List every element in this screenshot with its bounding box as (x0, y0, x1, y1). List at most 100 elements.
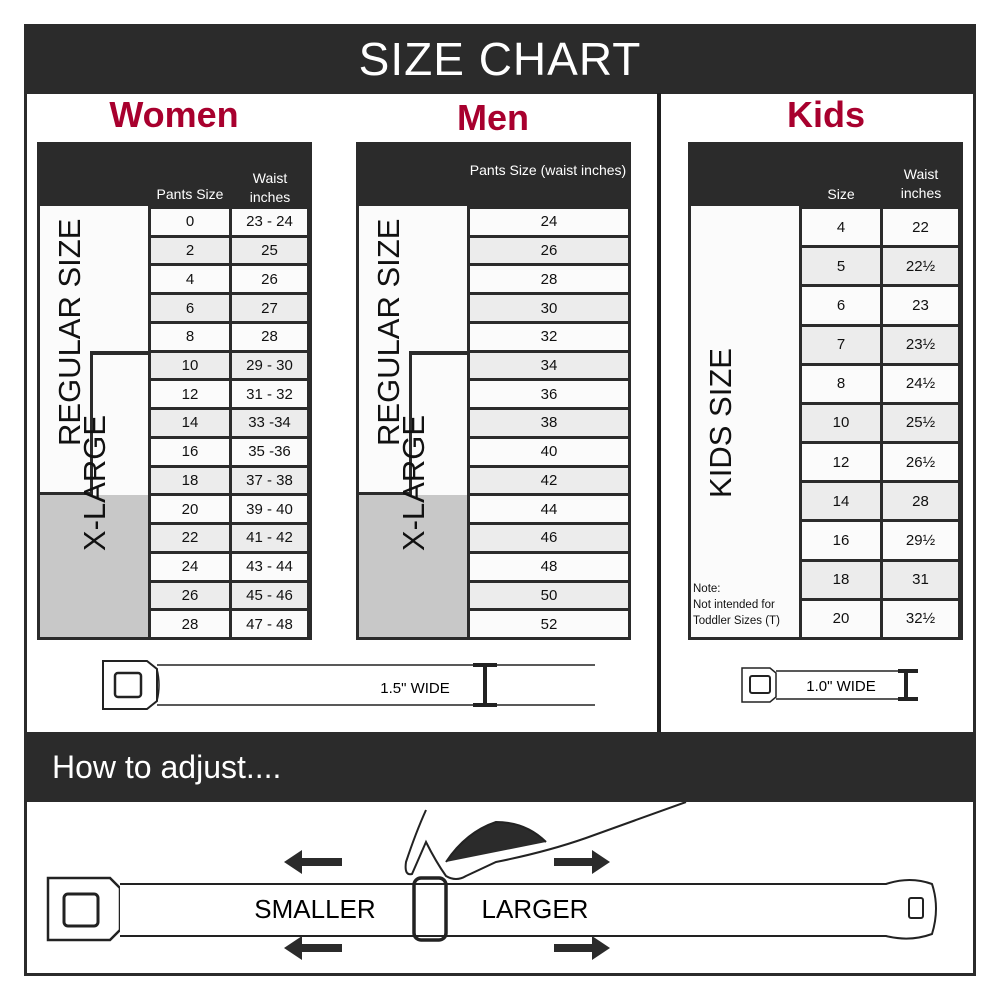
kids-row-cell: 14 (799, 480, 883, 523)
women-col-waist: Waist inches (249, 170, 291, 205)
kids-row-cell: 32½ (880, 597, 961, 640)
belt-1-0-width-label: 1.0" WIDE (806, 678, 876, 695)
women-col-pants-size: Pants Size (156, 186, 224, 202)
arrow-right-icon (554, 936, 610, 960)
belt-1-0-inch-illustration (741, 667, 918, 703)
women-row-cell: 37 - 38 (229, 464, 310, 497)
kids-row-cell: 7 (799, 323, 883, 366)
women-row-cell: 14 (148, 407, 232, 439)
kids-row-cell: 31 (880, 558, 961, 601)
width-indicator-icon (473, 663, 497, 707)
men-row-cell: 40 (467, 435, 631, 468)
men-row-cell: 44 (467, 493, 631, 526)
kids-row-cell: 18 (799, 558, 883, 601)
larger-label: LARGER (481, 894, 589, 924)
arrow-left-icon (284, 850, 342, 874)
women-row-cell: 18 (148, 464, 232, 497)
arrow-left-icon (284, 936, 342, 960)
women-row-cell: 45 - 46 (229, 579, 310, 612)
kids-row-cell: 22 (880, 206, 961, 249)
women-row-cell: 23 - 24 (229, 206, 310, 238)
women-row-cell: 10 (148, 349, 232, 382)
women-row-cell: 12 (148, 378, 232, 411)
how-to-adjust-heading: How to adjust.... (24, 732, 976, 802)
women-row-cell: 16 (148, 435, 232, 468)
men-title: Men (457, 97, 529, 138)
kids-col-size: Size (827, 186, 855, 202)
women-row-cell: 33 -34 (229, 407, 310, 439)
kids-row-cell: 29½ (880, 519, 961, 562)
kids-row-cell: 4 (799, 206, 883, 249)
men-col-pants-size: Pants Size (waist inches) (469, 162, 627, 178)
kids-note: Note: Not intended for Toddler Sizes (T) (693, 581, 799, 629)
kids-size-label: KIDS SIZE (703, 348, 738, 498)
kids-row-cell: 12 (799, 441, 883, 484)
men-row-cell: 52 (467, 608, 631, 640)
kids-title: Kids (786, 94, 865, 135)
women-row-cell: 43 - 44 (229, 550, 310, 583)
women-row-cell: 39 - 40 (229, 493, 310, 526)
note-line-1: Not intended for (693, 599, 775, 611)
kids-row-cell: 24½ (880, 362, 961, 405)
page-title: SIZE CHART (24, 24, 976, 94)
women-row-cell: 4 (148, 263, 232, 296)
men-row-cell: 48 (467, 550, 631, 583)
women-title: Women (109, 94, 239, 135)
women-row-cell: 25 (229, 234, 310, 267)
section-divider (657, 93, 661, 733)
kids-row-cell: 20 (799, 597, 883, 640)
men-row-cell: 42 (467, 464, 631, 497)
hand-icon (404, 802, 687, 880)
kids-row-cell: 6 (799, 284, 883, 327)
width-indicator-icon (898, 669, 918, 701)
kids-row-cell: 23½ (880, 323, 961, 366)
women-row-cell: 26 (148, 579, 232, 612)
kids-row-cell: 16 (799, 519, 883, 562)
women-row-cell: 20 (148, 493, 232, 526)
note-line-2: Toddler Sizes (T) (693, 615, 780, 627)
men-row-cell: 24 (467, 206, 631, 238)
men-row-cell: 34 (467, 349, 631, 382)
kids-row-cell: 23 (880, 284, 961, 327)
women-row-cell: 8 (148, 320, 232, 353)
men-row-cell: 26 (467, 234, 631, 267)
women-row-cell: 0 (148, 206, 232, 238)
women-row-cell: 47 - 48 (229, 608, 310, 640)
kids-row-cell: 26½ (880, 441, 961, 484)
women-row-cell: 41 - 42 (229, 522, 310, 554)
women-row-cell: 29 - 30 (229, 349, 310, 382)
women-row-cell: 24 (148, 550, 232, 583)
kids-row-cell: 5 (799, 245, 883, 288)
note-title: Note: (693, 583, 721, 595)
women-xlarge-label: X-LARGE (77, 414, 112, 552)
kids-size-table: Size Waist inches KIDS SIZE Note: Not in… (688, 142, 963, 640)
belt-1-5-width-label: 1.5" WIDE (380, 680, 450, 697)
women-size-table: Pants Size Waist inches REGULAR SIZE X-L… (37, 142, 312, 640)
men-size-table: Pants Size (waist inches) REGULAR SIZE X… (356, 142, 631, 640)
kids-col-waist: Waist inches (900, 166, 942, 201)
men-row-cell: 30 (467, 292, 631, 324)
women-row-cell: 26 (229, 263, 310, 296)
kids-row-cell: 25½ (880, 401, 961, 445)
women-row-cell: 27 (229, 292, 310, 324)
adjust-illustration (46, 802, 937, 960)
men-row-cell: 36 (467, 378, 631, 411)
men-xlarge-label: X-LARGE (396, 414, 431, 552)
men-row-cell: 38 (467, 407, 631, 439)
kids-row-cell: 22½ (880, 245, 961, 288)
women-row-cell: 22 (148, 522, 232, 554)
women-row-cell: 31 - 32 (229, 378, 310, 411)
men-row-cell: 46 (467, 522, 631, 554)
men-row-cell: 50 (467, 579, 631, 612)
women-row-cell: 28 (148, 608, 232, 640)
women-row-cell: 28 (229, 320, 310, 353)
women-row-cell: 6 (148, 292, 232, 324)
belt-1-5-inch-illustration (102, 660, 595, 710)
women-row-cell: 2 (148, 234, 232, 267)
smaller-label: SMALLER (254, 894, 376, 924)
men-row-cell: 28 (467, 263, 631, 296)
kids-row-cell: 10 (799, 401, 883, 445)
kids-row-cell: 8 (799, 362, 883, 405)
women-row-cell: 35 -36 (229, 435, 310, 468)
kids-row-cell: 28 (880, 480, 961, 523)
